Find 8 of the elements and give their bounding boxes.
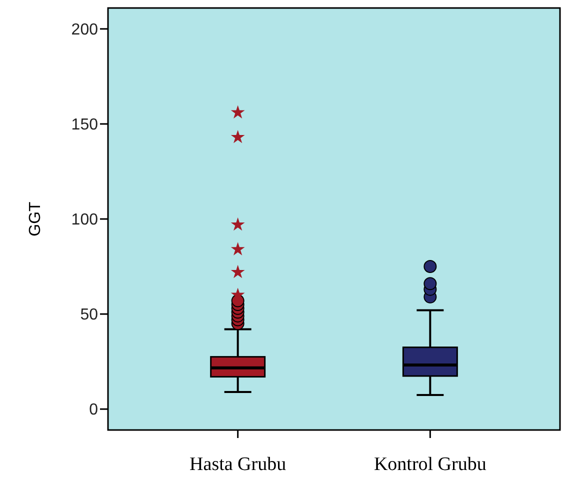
x-tick-label: Hasta Grubu [190, 454, 287, 475]
y-tick-label: 0 [89, 402, 98, 419]
y-tick-label: 50 [80, 306, 98, 324]
y-tick-label: 150 [71, 116, 98, 134]
x-tick-label: Kontrol Grubu [374, 454, 487, 475]
y-tick-label: 100 [71, 212, 98, 229]
y-axis-title: GGT [27, 201, 44, 236]
y-tick-label: 200 [71, 22, 98, 39]
